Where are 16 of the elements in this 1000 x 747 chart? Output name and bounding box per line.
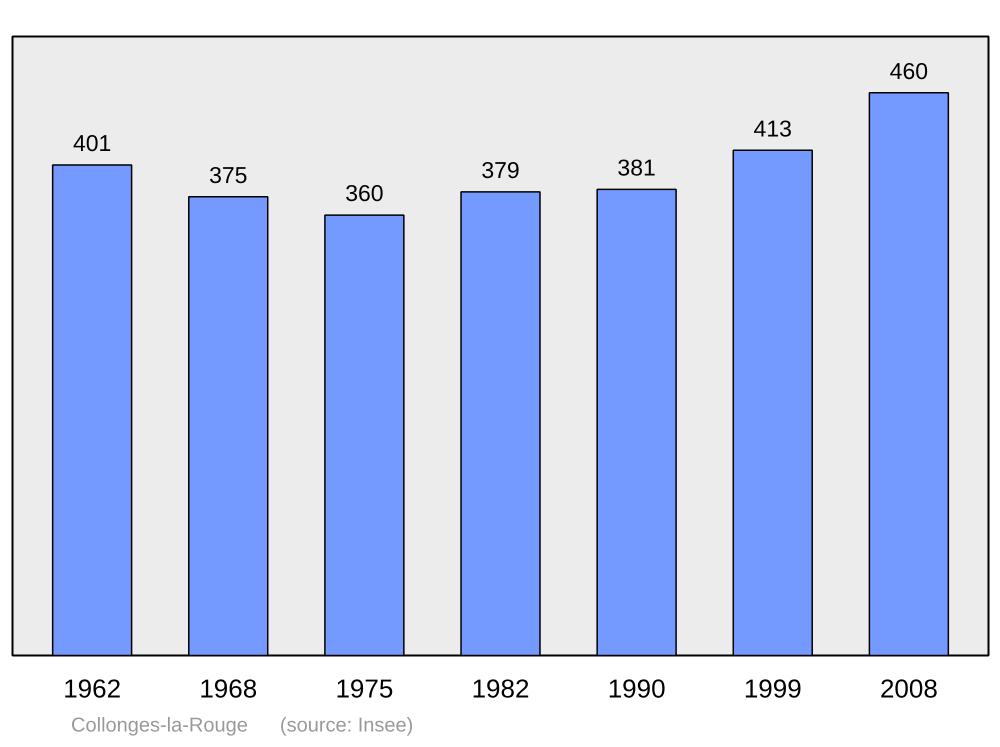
x-tick-label: 1975 [335,674,394,704]
x-tick-label: 2008 [880,674,938,704]
data-label: 379 [481,156,520,183]
x-tick-label: 1982 [472,674,530,704]
text: (source: Insee) [280,714,414,736]
x-tick-label: 1999 [744,674,802,704]
data-label: 375 [209,162,248,188]
data-label: 381 [617,154,656,180]
data-label: 460 [890,58,928,84]
x-tick-label: 1968 [199,674,258,704]
data-label: 401 [72,130,112,156]
data-label: 360 [345,180,384,206]
data-label: 413 [754,115,792,142]
x-tick-label: 1990 [608,674,666,704]
x-tick-label: 1962 [63,674,122,704]
text: Collonges-la-Rouge [71,714,248,736]
